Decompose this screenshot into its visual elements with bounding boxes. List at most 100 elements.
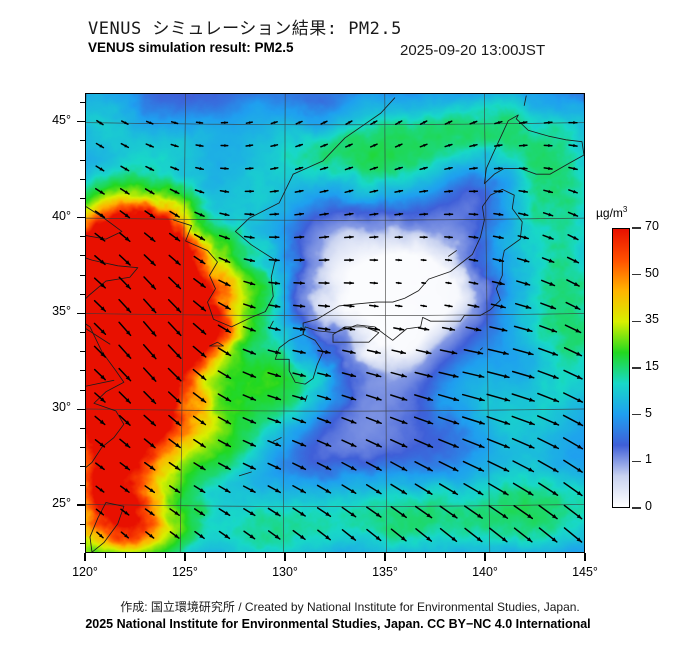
wind-arrow [118, 298, 132, 313]
wind-arrow [468, 235, 479, 239]
wind-arrow [118, 344, 132, 359]
wind-arrow [513, 504, 534, 520]
wind-arrow [242, 348, 257, 355]
wind-arrow [169, 188, 180, 195]
wind-arrow [441, 326, 456, 332]
wind-arrow [167, 321, 182, 337]
wind-arrow [515, 302, 532, 309]
wind-arrow [493, 143, 503, 148]
wind-arrow [270, 121, 278, 125]
wind-arrow [494, 120, 503, 125]
wind-arrow [369, 143, 378, 148]
wind-arrow [94, 439, 106, 448]
wind-arrow [95, 508, 105, 516]
wind-arrow [463, 505, 483, 519]
wind-arrow [268, 235, 280, 239]
wind-arrow [438, 483, 459, 496]
wind-arrow [243, 530, 256, 540]
wind-arrow [367, 327, 380, 331]
wind-arrow [414, 505, 433, 519]
wind-arrow [444, 120, 453, 125]
wind-arrow [218, 485, 231, 494]
wind-arrow [167, 299, 182, 313]
wind-arrow [563, 482, 583, 497]
wind-arrow [268, 281, 281, 286]
wind-arrow [341, 484, 357, 495]
wind-arrow [394, 212, 404, 216]
wind-arrow [242, 485, 256, 493]
wind-arrow [219, 212, 230, 217]
wind-arrow [217, 301, 231, 310]
wind-arrow [318, 235, 330, 239]
wind-arrow [486, 371, 510, 379]
wind-arrow [316, 462, 332, 471]
wind-arrow [419, 120, 428, 125]
wind-arrow [120, 165, 130, 172]
lon-minor-tick [544, 553, 546, 558]
wind-arrow [218, 508, 231, 517]
wind-arrow [145, 143, 154, 148]
wind-arrow [294, 166, 304, 171]
lon-minor-tick [524, 553, 526, 558]
wind-arrow [341, 394, 357, 401]
wind-arrow [489, 326, 508, 332]
wind-arrow [437, 393, 460, 402]
wind-arrow [169, 508, 180, 516]
lat-axis-label: 45° [52, 112, 71, 127]
wind-arrow [468, 281, 479, 285]
wind-arrow [168, 254, 181, 266]
wind-arrow [243, 258, 256, 263]
wind-arrow [95, 187, 105, 195]
wind-arrow [192, 392, 207, 403]
colorbar-tick-label: 50 [645, 265, 659, 280]
wind-arrow [389, 416, 408, 425]
lat-minor-tick [80, 197, 85, 199]
wind-arrow [486, 393, 511, 402]
lat-minor-tick [80, 523, 85, 525]
wind-arrow [119, 187, 130, 195]
wind-arrow [268, 258, 280, 263]
wind-arrow [486, 438, 510, 449]
wind-arrow [292, 372, 306, 378]
wind-arrow [118, 414, 131, 426]
lon-minor-tick [164, 553, 166, 558]
wind-arrow [369, 304, 379, 308]
wind-arrow [243, 303, 256, 309]
wind-arrow [419, 189, 429, 193]
wind-arrow [516, 257, 530, 263]
wind-arrow [292, 462, 307, 471]
wind-arrow [365, 439, 382, 448]
wind-arrow [193, 233, 206, 241]
lon-minor-tick [264, 553, 266, 558]
wind-arrow [245, 166, 254, 170]
wind-arrow [218, 257, 231, 264]
wind-arrow [292, 326, 306, 332]
wind-arrow [119, 438, 131, 449]
lon-major-tick [384, 553, 386, 561]
wind-arrow [444, 166, 453, 170]
timestamp-label: 2025-09-20 13:00JST [400, 42, 546, 59]
wind-arrow [344, 212, 354, 216]
credit-line-license: 2025 National Institute for Environmenta… [85, 617, 591, 631]
wind-arrow [390, 371, 407, 378]
wind-arrow [394, 235, 403, 239]
wind-arrow [341, 506, 357, 518]
wind-arrow [270, 144, 279, 148]
lon-major-tick [84, 553, 86, 561]
wind-arrow [119, 210, 131, 219]
wind-arrow [511, 370, 535, 379]
wind-arrow [193, 438, 206, 448]
wind-arrow [563, 504, 583, 520]
wind-arrow [467, 304, 480, 309]
colorbar-tick-label: 35 [645, 312, 659, 327]
wind-arrow [468, 212, 479, 217]
wind-arrow [538, 527, 558, 543]
wind-arrow [414, 438, 434, 448]
map-plot-area [85, 93, 585, 553]
wind-arrow [317, 326, 331, 331]
wind-arrow [119, 462, 131, 471]
wind-arrow [390, 505, 407, 519]
wind-arrow [320, 143, 328, 148]
wind-arrow [487, 460, 510, 472]
wind-arrow [343, 281, 355, 285]
